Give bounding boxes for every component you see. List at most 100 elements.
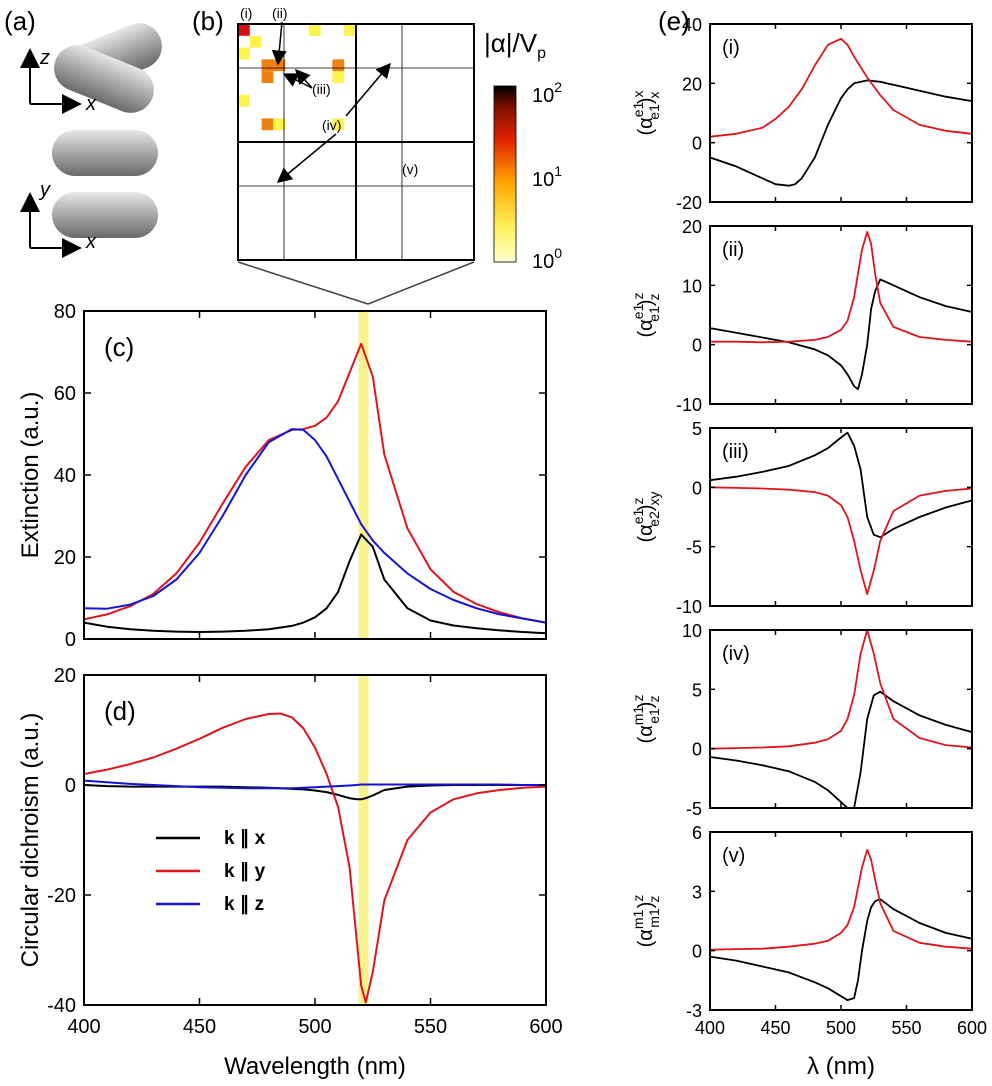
plot-frame xyxy=(83,310,547,640)
y-tick-label: 0 xyxy=(692,478,702,498)
matrix-cell-13 xyxy=(332,118,345,131)
annotation-v: (v) xyxy=(402,161,418,177)
x-tick-label: 550 xyxy=(891,1018,921,1038)
x-tick-label: 400 xyxy=(67,1016,100,1038)
series-line-e_v-0 xyxy=(709,898,973,1001)
x-tick-label: 500 xyxy=(298,1016,331,1038)
series-line-c-1 xyxy=(83,342,547,624)
plot-frame xyxy=(709,831,973,1011)
panel-label-d: (d) xyxy=(104,696,136,726)
series-line-e_iii-1 xyxy=(709,486,973,595)
subplot-e_i: -20 0 20 40 (i) (αe1e1)xx xyxy=(630,15,973,213)
panel-label-b: (b) xyxy=(192,6,224,36)
matrix-cell-9 xyxy=(332,59,345,72)
y-tick-label: 0 xyxy=(65,775,76,797)
y-tick-label: -20 xyxy=(676,193,702,213)
subplot-ylabel: (αm1m1)zz xyxy=(630,895,662,948)
legend-label-0: k ∥ x xyxy=(224,828,266,849)
plot-frame xyxy=(709,427,973,607)
colorbar xyxy=(493,85,517,263)
matrix-cell-12 xyxy=(273,118,286,131)
series-line-d-2 xyxy=(83,779,546,790)
subplot-e_iv: -5 0 5 10 (iv) (αm1e1)zz xyxy=(630,621,973,819)
y-tick-label: 0 xyxy=(692,740,702,760)
series-line-e_iii-0 xyxy=(709,431,973,539)
axis-z-label: z xyxy=(39,47,50,69)
x-tick-label: 550 xyxy=(414,1016,447,1038)
y-tick-label: 60 xyxy=(54,383,76,405)
arrow-iii-b xyxy=(295,68,313,89)
y-tick-label: -5 xyxy=(686,538,702,558)
panel-label-a: (a) xyxy=(4,6,36,36)
y-tick-label: -20 xyxy=(47,885,76,907)
y-tick-label: 0 xyxy=(692,134,702,154)
y-tick-label: -40 xyxy=(47,995,76,1017)
y-tick-label: 20 xyxy=(54,547,76,569)
matrix-cell-1 xyxy=(249,35,262,48)
y-tick-label: 0 xyxy=(692,336,702,356)
y-tick-label: 0 xyxy=(692,942,702,962)
subplot-e_iii: -10 -5 0 5 (iii) (αe1e2)zxy xyxy=(630,419,973,617)
series-line-e_i-0 xyxy=(709,79,973,187)
y-tick-label: -10 xyxy=(676,395,702,415)
panel-label-e: (e) xyxy=(658,6,690,36)
y-axis-label-c: Extinction (a.u.) xyxy=(17,392,44,559)
y-tick-label: 6 xyxy=(692,823,702,843)
subplot-e_v: -3 0 3 6 400 450 500 550 600 (v) (αm1m1)zz xyxy=(630,823,987,1038)
subplot-label: (iv) xyxy=(722,643,750,665)
plot-frame xyxy=(83,674,547,1006)
zoom-line-left xyxy=(237,261,369,305)
axis-x-label-bottom: x xyxy=(85,231,97,253)
x-tick-label: 450 xyxy=(183,1016,216,1038)
annotation-iv: (iv) xyxy=(322,117,341,133)
x-tick-label: 450 xyxy=(760,1018,790,1038)
panel-a: (a) z x y x xyxy=(4,6,162,258)
plot-d: -40 -20 0 20 400 450 500 550 600 (d) Circular dich… xyxy=(17,665,563,1080)
series-line-c-2 xyxy=(83,428,547,624)
subplot-label: (ii) xyxy=(722,239,744,261)
plot-frame xyxy=(709,23,973,203)
subplot-label: (iii) xyxy=(722,441,749,463)
plot-frame xyxy=(709,225,973,405)
matrix-cell-7 xyxy=(238,47,250,60)
arrow-iv-a xyxy=(345,62,391,117)
annotation-i: (i) xyxy=(240,5,252,21)
rod-top-front xyxy=(54,45,154,113)
x-axis-label-d: Wavelength (nm) xyxy=(224,1053,406,1080)
matrix-cell-6 xyxy=(344,24,356,36)
series-line-e_ii-0 xyxy=(709,278,973,391)
y-tick-label: -3 xyxy=(686,1001,702,1021)
rod-bottom xyxy=(52,192,158,238)
rod-middle xyxy=(52,130,158,176)
arrow-ii xyxy=(271,21,287,66)
y-tick-label: 20 xyxy=(682,217,702,237)
y-axis-label-d: Circular dichroism (a.u.) xyxy=(17,713,44,968)
subplot-ylabel: (αe1e2)zxy xyxy=(630,491,662,542)
arrow-iv-b xyxy=(276,133,337,183)
y-tick-label: -5 xyxy=(686,799,702,819)
x-tick-label: 600 xyxy=(957,1018,987,1038)
x-tick-label: 500 xyxy=(826,1018,856,1038)
colorbar-tick-low: 100 xyxy=(532,245,562,273)
colorbar-tick-high: 102 xyxy=(532,79,562,107)
highlight-band xyxy=(358,311,369,639)
subplot-ylabel: (αm1e1)zz xyxy=(630,695,662,744)
matrix-cell-2 xyxy=(261,59,274,72)
panel-b: (b) (i) (ii) (iii) (iv) (v) |α|/Vp 102 1… xyxy=(192,5,562,305)
matrix-cell-0 xyxy=(238,24,250,36)
y-tick-label: 10 xyxy=(682,621,702,641)
legend-label-2: k ∥ z xyxy=(224,894,264,915)
y-tick-label: 40 xyxy=(54,465,76,487)
y-tick-label: 5 xyxy=(692,680,702,700)
series-line-c-0 xyxy=(83,533,547,635)
matrix-cells xyxy=(238,24,356,131)
subplot-ylabel: (αe1e1)xx xyxy=(630,90,662,135)
plots-e: -20 0 20 40 (i) (αe1e1)xx -10 0 10 20 (ii) (αe1e1)z… xyxy=(630,15,987,1080)
y-tick-label: 3 xyxy=(692,882,702,902)
axis-x-label-top: x xyxy=(85,93,97,115)
y-tick-label: 10 xyxy=(682,276,702,296)
legend-label-1: k ∥ y xyxy=(224,861,266,882)
axis-y-label: y xyxy=(38,179,51,201)
y-tick-label: 5 xyxy=(692,419,702,439)
series-line-d-1 xyxy=(83,712,547,1004)
